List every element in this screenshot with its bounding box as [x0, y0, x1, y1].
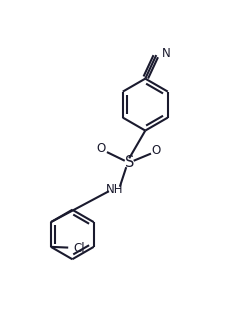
Text: NH: NH — [105, 183, 123, 196]
Text: Cl: Cl — [73, 242, 85, 255]
Text: N: N — [161, 47, 170, 60]
Text: O: O — [151, 144, 160, 157]
Text: O: O — [96, 142, 105, 155]
Text: S: S — [124, 155, 133, 170]
